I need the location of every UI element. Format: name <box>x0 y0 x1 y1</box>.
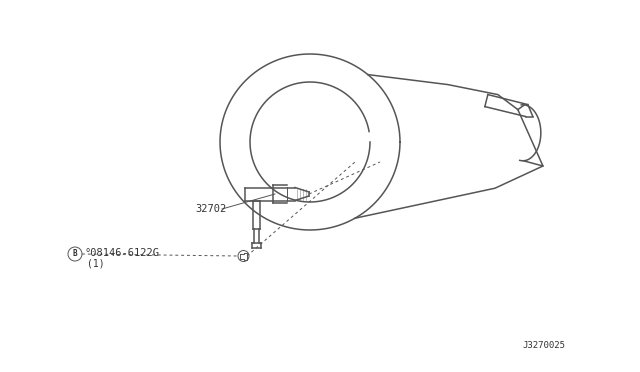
Text: J3270025: J3270025 <box>522 341 565 350</box>
Text: 32702: 32702 <box>195 204 227 214</box>
Text: B: B <box>73 250 77 259</box>
Text: °08146-6122G: °08146-6122G <box>84 248 159 258</box>
Text: (1): (1) <box>87 258 104 268</box>
